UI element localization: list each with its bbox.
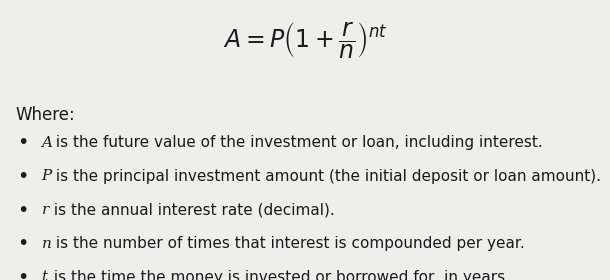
Text: r: r bbox=[41, 203, 49, 217]
Text: is the number of times that interest is compounded per year.: is the number of times that interest is … bbox=[51, 236, 525, 251]
Text: is the future value of the investment or loan, including interest.: is the future value of the investment or… bbox=[51, 135, 543, 150]
Text: is the time the money is invested or borrowed for, in years.: is the time the money is invested or bor… bbox=[49, 270, 511, 280]
Text: •: • bbox=[18, 268, 29, 280]
Text: A: A bbox=[41, 136, 52, 150]
Text: •: • bbox=[18, 133, 29, 152]
Text: t: t bbox=[41, 270, 48, 280]
Text: is the principal investment amount (the initial deposit or loan amount).: is the principal investment amount (the … bbox=[51, 169, 601, 184]
Text: n: n bbox=[41, 237, 51, 251]
Text: P: P bbox=[41, 169, 52, 183]
Text: •: • bbox=[18, 234, 29, 253]
Text: is the annual interest rate (decimal).: is the annual interest rate (decimal). bbox=[49, 202, 335, 218]
Text: $A = P\left(1 + \dfrac{r}{n}\right)^{nt}$: $A = P\left(1 + \dfrac{r}{n}\right)^{nt}… bbox=[223, 20, 387, 60]
Text: Where:: Where: bbox=[15, 106, 75, 124]
Text: •: • bbox=[18, 167, 29, 186]
Text: •: • bbox=[18, 200, 29, 220]
